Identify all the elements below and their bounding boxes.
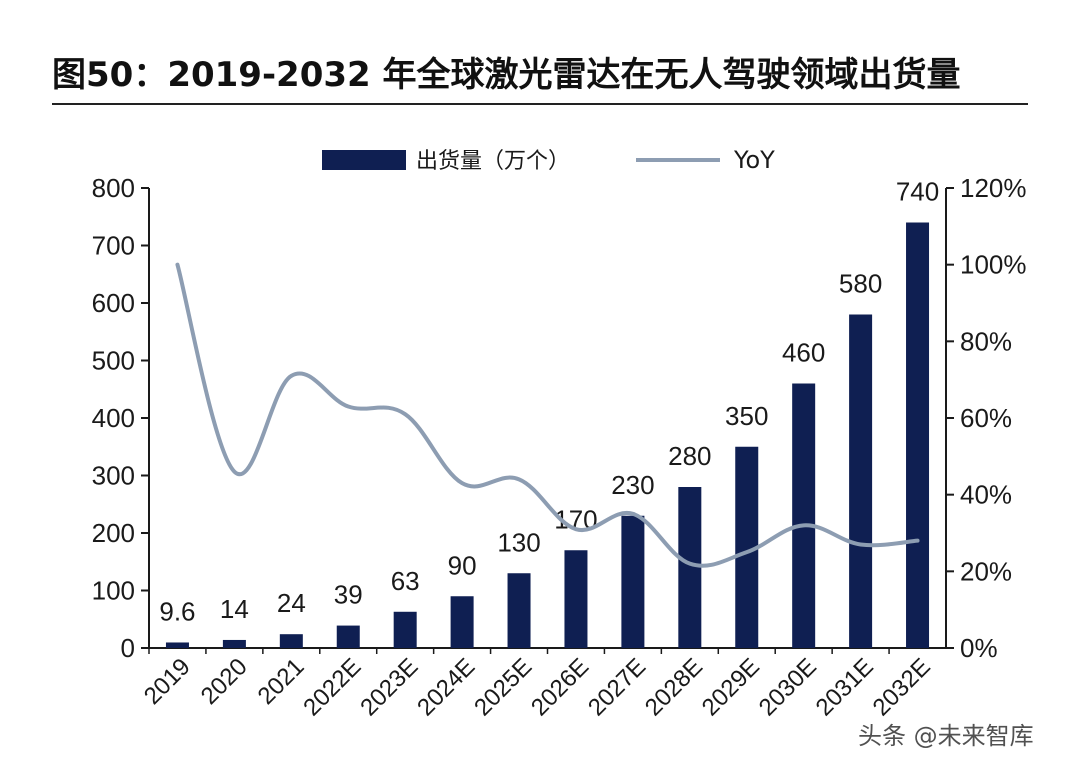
bar (279, 634, 303, 648)
x-tick-label: 2029E (697, 653, 765, 721)
watermark: 头条 @未来智库 (858, 722, 1034, 750)
bar (564, 550, 588, 648)
bar (849, 314, 873, 648)
y-left-ticks: 0 100 200 300 400 500 600 700 800 (92, 173, 149, 663)
x-tick-label: 2024E (412, 653, 480, 721)
y-right-tick-label: 40% (960, 480, 1012, 510)
bar (165, 642, 189, 648)
bar (906, 222, 930, 648)
x-ticks: 2019 2020 20212022E2023E2024E2025E2026E202… (139, 648, 936, 721)
bar-data-label: 24 (277, 588, 306, 618)
bar (792, 383, 816, 648)
bar-data-label: 90 (448, 550, 477, 580)
y-right-tick-label: 60% (960, 403, 1012, 433)
bar (450, 596, 474, 648)
x-tick-label: 2020 (196, 653, 253, 710)
x-tick-label: 2025E (469, 653, 537, 721)
y-left-tick-label: 600 (92, 288, 135, 318)
y-right-tick-label: 0% (960, 633, 998, 663)
yoy-series (175, 262, 920, 568)
y-left-tick-label: 700 (92, 231, 135, 261)
bar-data-label: 460 (782, 338, 825, 368)
x-tick-label: 2019 (139, 653, 196, 710)
bar-data-label: 740 (896, 177, 939, 207)
bar-data-label: 280 (668, 441, 711, 471)
x-tick-label: 2023E (355, 653, 423, 721)
y-left-tick-label: 200 (92, 518, 135, 548)
y-right-ticks: 0% 20% 40% 60% 80% 100% 120% (946, 173, 1027, 663)
y-left-tick-label: 500 (92, 346, 135, 376)
legend-bar-swatch (322, 150, 406, 170)
bar (507, 573, 531, 648)
y-left-tick-label: 400 (92, 403, 135, 433)
x-tick-label: 2026E (526, 653, 594, 721)
y-left-tick-label: 0 (121, 633, 135, 663)
bar-data-label: 39 (334, 580, 363, 610)
legend-line-label: YoY (733, 146, 775, 174)
x-tick-label: 2031E (811, 653, 879, 721)
bar (735, 446, 759, 648)
y-left-tick-label: 800 (92, 173, 135, 203)
y-right-tick-label: 20% (960, 556, 1012, 586)
y-right-tick-label: 100% (960, 250, 1027, 280)
bar (336, 625, 360, 648)
legend: 出货量（万个） YoY (322, 146, 775, 174)
bar-data-label: 9.6 (159, 596, 195, 626)
chart-title: 图50：2019-2032 年全球激光雷达在无人驾驶领域出货量 (52, 55, 961, 95)
legend-bar-label: 出货量（万个） (416, 149, 570, 174)
bar (621, 515, 645, 648)
bar-data-label: 130 (497, 527, 540, 557)
bar-series (165, 222, 930, 648)
bar (222, 639, 246, 648)
y-right-tick-label: 120% (960, 173, 1027, 203)
x-tick-label: 2027E (583, 653, 651, 721)
bar-data-label: 230 (611, 470, 654, 500)
x-tick-label: 2028E (640, 653, 708, 721)
bar-data-label: 63 (391, 566, 420, 596)
bar (678, 487, 702, 648)
bar-data-label: 14 (220, 594, 249, 624)
y-left-tick-label: 300 (92, 461, 135, 491)
bar-data-label: 350 (725, 401, 768, 431)
bar (393, 611, 417, 648)
bar-data-label: 580 (839, 269, 882, 299)
x-tick-label: 2022E (298, 653, 366, 721)
x-tick-label: 2032E (868, 653, 936, 721)
y-left-tick-label: 100 (92, 576, 135, 606)
y-right-tick-label: 80% (960, 326, 1012, 356)
x-tick-label: 2030E (754, 653, 822, 721)
